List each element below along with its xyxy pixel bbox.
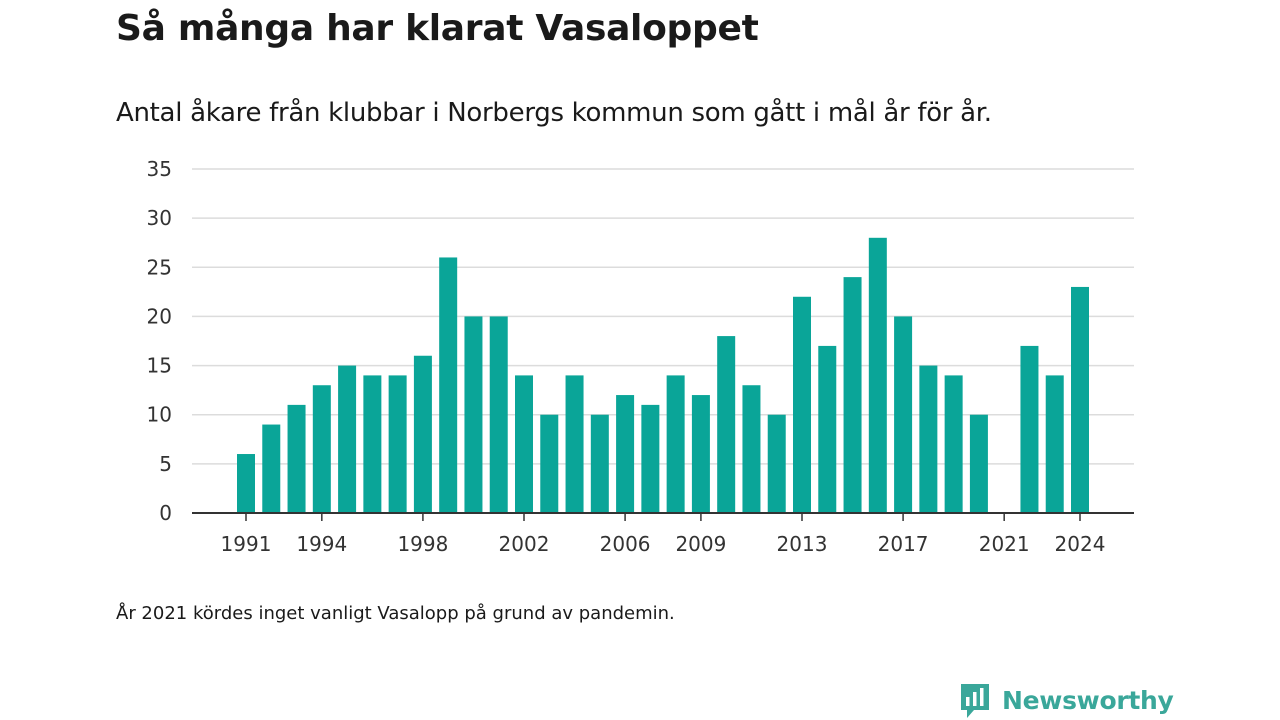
chart-subtitle: Antal åkare från klubbar i Norbergs komm… bbox=[116, 98, 992, 128]
bar-2017 bbox=[894, 316, 913, 513]
bar-2020 bbox=[969, 414, 988, 513]
newsworthy-logo-icon bbox=[961, 684, 989, 718]
bar-2014 bbox=[818, 345, 837, 513]
x-tick-label: 2002 bbox=[499, 532, 550, 556]
bar-2015 bbox=[843, 277, 862, 513]
bar-1998 bbox=[413, 355, 432, 513]
y-tick-label: 5 bbox=[159, 452, 172, 476]
x-tick-label: 1991 bbox=[221, 532, 272, 556]
bar-2022 bbox=[1020, 345, 1039, 513]
brand-logo[interactable]: Newsworthy bbox=[958, 680, 1174, 720]
brand-name: Newsworthy bbox=[1002, 685, 1174, 715]
bar-2006 bbox=[616, 395, 635, 513]
bar-2005 bbox=[590, 414, 609, 513]
x-tick-label: 2006 bbox=[600, 532, 651, 556]
bar-2009 bbox=[691, 395, 710, 513]
x-tick-label: 2013 bbox=[777, 532, 828, 556]
y-tick-label: 10 bbox=[147, 403, 172, 427]
bar-2001 bbox=[489, 316, 508, 513]
bar-2008 bbox=[666, 375, 685, 513]
bar-2023 bbox=[1045, 375, 1064, 513]
bar-2013 bbox=[793, 296, 811, 513]
x-tick-label: 1998 bbox=[397, 532, 448, 556]
bar-2010 bbox=[717, 336, 736, 513]
y-tick-label: 35 bbox=[147, 157, 172, 181]
bar-2016 bbox=[868, 237, 887, 514]
bar-2002 bbox=[515, 375, 533, 513]
bar-1997 bbox=[388, 375, 407, 513]
bar-chart: 0 5 10 15 20 25 30 35 1991 1994 1998 2002 2006 2009 20… bbox=[147, 157, 1134, 556]
bar-2007 bbox=[641, 404, 660, 513]
chart-title: Så många har klarat Vasaloppet bbox=[116, 8, 759, 49]
footnote: År 2021 kördes inget vanligt Vasalopp på… bbox=[116, 603, 675, 624]
x-tick-label: 2017 bbox=[878, 532, 929, 556]
y-tick-label: 25 bbox=[147, 255, 172, 279]
y-tick-label: 20 bbox=[147, 304, 172, 328]
bar-1992 bbox=[262, 424, 281, 513]
bar-2019 bbox=[944, 375, 963, 513]
y-tick-label: 30 bbox=[147, 206, 172, 230]
gridlines bbox=[192, 168, 1134, 465]
bar-2004 bbox=[565, 375, 584, 513]
bar-1999 bbox=[439, 257, 458, 513]
x-tick-label: 2024 bbox=[1055, 532, 1106, 556]
bar-1991 bbox=[237, 454, 255, 513]
bar-2012 bbox=[767, 414, 786, 513]
bars bbox=[237, 237, 1089, 514]
bar-2018 bbox=[919, 365, 938, 513]
bar-2003 bbox=[540, 414, 559, 513]
bar-1995 bbox=[338, 365, 357, 513]
bar-2024 bbox=[1071, 286, 1089, 513]
y-tick-label: 15 bbox=[147, 354, 172, 378]
y-tick-label: 0 bbox=[159, 501, 172, 525]
bar-1993 bbox=[287, 404, 306, 513]
bar-1996 bbox=[363, 375, 382, 513]
bar-2000 bbox=[464, 316, 483, 513]
axes: 0 5 10 15 20 25 30 35 1991 1994 1998 2002 2006 2009 20… bbox=[147, 157, 1134, 556]
bar-2011 bbox=[742, 385, 761, 513]
x-tick-label: 2009 bbox=[675, 532, 726, 556]
x-tick-label: 2021 bbox=[979, 532, 1030, 556]
x-tick-label: 1994 bbox=[296, 532, 347, 556]
bar-1994 bbox=[312, 385, 331, 513]
